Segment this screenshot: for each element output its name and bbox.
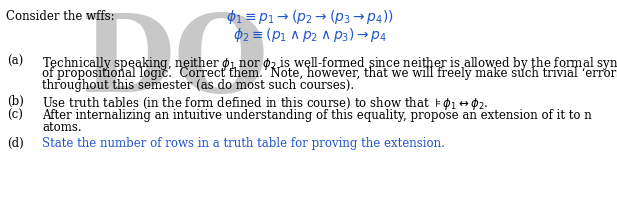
Text: of propositional logic.  Correct them.  Note, however, that we will freely make : of propositional logic. Correct them. No… (42, 67, 617, 80)
Text: Consider the wffs:: Consider the wffs: (6, 10, 115, 23)
Text: State the number of rows in a truth table for proving the extension.: State the number of rows in a truth tabl… (42, 137, 445, 150)
Text: (b): (b) (7, 95, 24, 108)
Text: DO: DO (81, 9, 269, 115)
Text: atoms.: atoms. (42, 121, 81, 134)
Text: throughout this semester (as do most such courses).: throughout this semester (as do most suc… (42, 79, 354, 92)
Text: (a): (a) (7, 55, 23, 68)
Text: (c): (c) (7, 109, 23, 122)
Text: After internalizing an intuitive understanding of this equality, propose an exte: After internalizing an intuitive underst… (42, 109, 592, 122)
Text: $\phi_2 \equiv (p_1 \wedge p_2 \wedge p_3) \rightarrow p_4$: $\phi_2 \equiv (p_1 \wedge p_2 \wedge p_… (233, 26, 387, 44)
Text: Technically speaking, neither $\phi_1$ nor $\phi_2$ is well-formed since neither: Technically speaking, neither $\phi_1$ n… (42, 55, 617, 72)
Text: Use truth tables (in the form defined in this course) to show that $\models \phi: Use truth tables (in the form defined in… (42, 95, 488, 112)
Text: (d): (d) (7, 137, 23, 150)
Text: $\phi_1 \equiv p_1 \rightarrow (p_2 \rightarrow (p_3 \rightarrow p_4))$: $\phi_1 \equiv p_1 \rightarrow (p_2 \rig… (226, 8, 394, 26)
